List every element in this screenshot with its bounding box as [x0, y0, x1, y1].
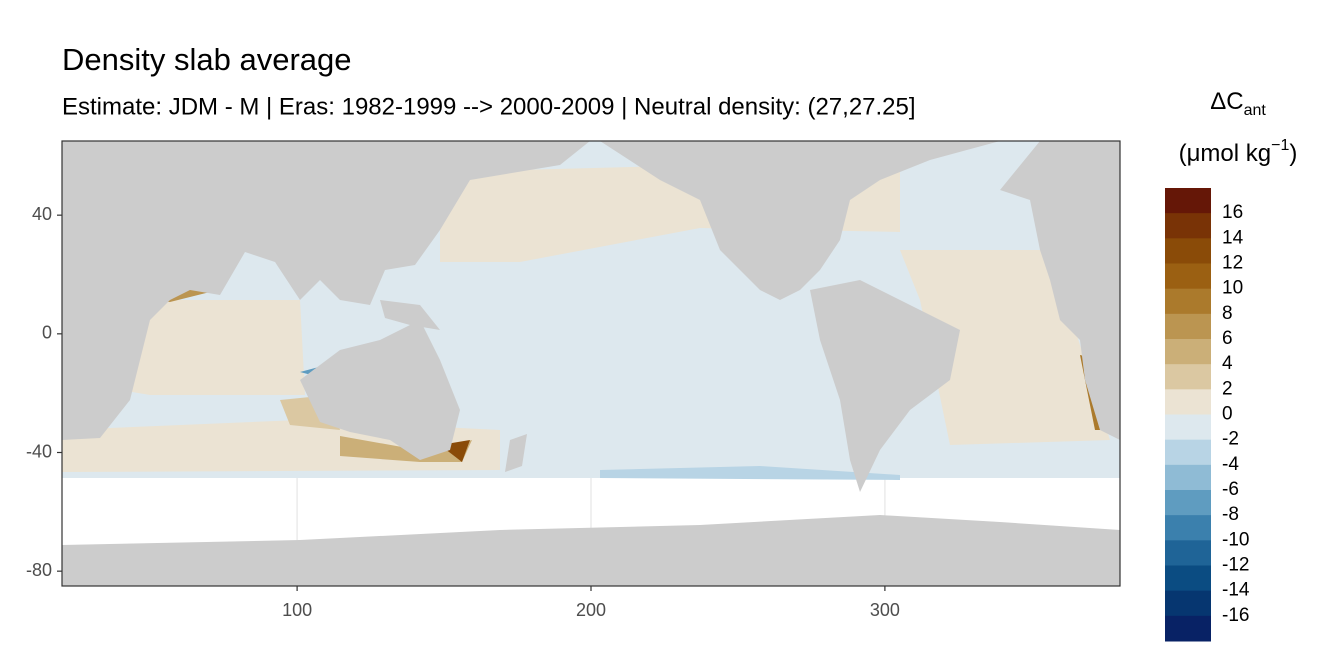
map-field [62, 141, 1120, 586]
ocean-patch [600, 466, 900, 480]
land [380, 300, 440, 330]
y-tick-label: -40 [26, 441, 52, 461]
legend-label: 0 [1222, 404, 1233, 425]
legend-swatch [1165, 515, 1211, 541]
legend-swatch [1165, 414, 1211, 441]
legend-title-sub: ant [1244, 102, 1267, 119]
legend-label: 8 [1222, 303, 1233, 324]
y-tick-label: 40 [32, 204, 52, 224]
legend-swatch [1165, 615, 1211, 642]
land [300, 320, 460, 460]
legend-label: -10 [1222, 529, 1249, 550]
legend-label: 6 [1222, 328, 1233, 349]
legend-label: -6 [1222, 479, 1239, 500]
legend: 16 14 12 10 8 6 4 2 0 -2 -4 -6 -8 -10 -12 -14 -16 [1165, 188, 1250, 642]
x-tick-label: 300 [870, 600, 900, 620]
legend-unit-sup: −1 [1271, 137, 1289, 154]
x-tick-label: 100 [282, 600, 312, 620]
x-tick-label: 200 [576, 600, 606, 620]
legend-swatch [1165, 339, 1211, 365]
land [1000, 141, 1120, 440]
legend-swatch [1165, 464, 1211, 491]
legend-title: ΔCant [1210, 88, 1266, 119]
legend-swatch [1165, 313, 1211, 340]
legend-label: 14 [1222, 227, 1244, 248]
legend-label: -2 [1222, 429, 1239, 450]
legend-swatch [1165, 364, 1211, 390]
legend-swatch [1165, 490, 1211, 516]
legend-swatch [1165, 213, 1211, 239]
legend-label: -14 [1222, 580, 1250, 601]
legend-label: 10 [1222, 278, 1243, 299]
legend-unit: (μmol kg−1) [1179, 137, 1298, 167]
legend-swatch [1165, 288, 1211, 315]
legend-swatch [1165, 238, 1211, 264]
y-tick-label: 0 [42, 323, 52, 343]
legend-label: 2 [1222, 378, 1233, 399]
land [62, 141, 590, 440]
chart-subtitle: Estimate: JDM - M | Eras: 1982-1999 --> … [62, 93, 916, 120]
legend-unit-main: (μmol kg [1179, 140, 1272, 167]
land [810, 280, 960, 492]
legend-swatch [1165, 540, 1211, 566]
legend-label: 4 [1222, 353, 1233, 374]
land [62, 515, 1120, 586]
legend-label: -4 [1222, 454, 1239, 475]
legend-swatch [1165, 188, 1211, 214]
legend-label: -8 [1222, 504, 1239, 525]
land [600, 141, 1000, 300]
legend-label: 16 [1222, 202, 1243, 223]
legend-swatch [1165, 565, 1211, 592]
y-tick-label: -80 [26, 560, 52, 580]
land [505, 434, 527, 472]
legend-swatch [1165, 263, 1211, 290]
legend-swatch [1165, 439, 1211, 466]
chart-title: Density slab average [62, 42, 352, 77]
legend-title-main: ΔC [1210, 88, 1243, 115]
legend-swatch [1165, 389, 1211, 415]
legend-swatch [1165, 590, 1211, 617]
legend-label: 12 [1222, 253, 1243, 274]
legend-label: -16 [1222, 605, 1249, 626]
legend-label: -12 [1222, 555, 1249, 576]
legend-unit-end: ) [1289, 140, 1297, 167]
